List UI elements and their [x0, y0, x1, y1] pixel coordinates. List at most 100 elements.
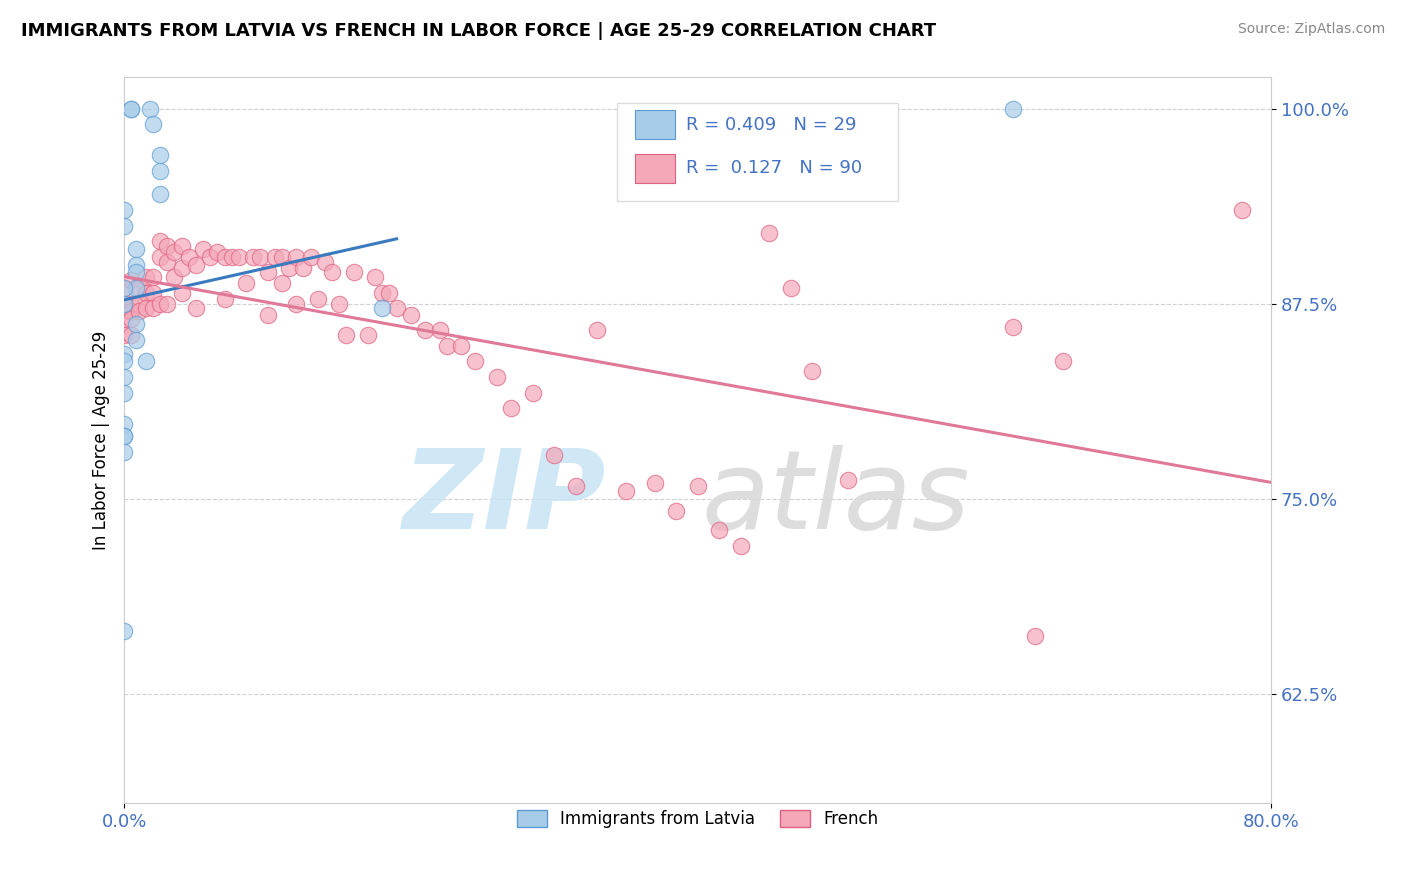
Point [149, 187, 172, 202]
Point [271, 250, 294, 264]
Point [125, 317, 148, 331]
Point [328, 296, 350, 310]
Point [128, 304, 150, 318]
Point [125, 265, 148, 279]
Point [1002, 102, 1025, 116]
Text: Source: ZipAtlas.com: Source: ZipAtlas.com [1237, 22, 1385, 37]
Point [436, 339, 458, 353]
Point [263, 250, 285, 264]
Point [299, 250, 322, 264]
Point [191, 242, 214, 256]
Point [228, 250, 250, 264]
Point [112, 281, 135, 295]
Point [112, 385, 135, 400]
Point [112, 354, 135, 368]
Point [125, 333, 148, 347]
Point [120, 327, 142, 342]
Point [135, 301, 157, 316]
Y-axis label: In Labor Force | Age 25-29: In Labor Force | Age 25-29 [93, 331, 110, 549]
Point [142, 270, 165, 285]
Point [120, 273, 142, 287]
Point [278, 260, 301, 275]
Point [149, 250, 172, 264]
Point [214, 250, 236, 264]
Point [271, 277, 294, 291]
Point [170, 239, 193, 253]
Point [112, 417, 135, 431]
Point [128, 281, 150, 295]
Point [112, 281, 135, 295]
Point [586, 323, 609, 337]
Point [125, 281, 148, 295]
Point [335, 327, 357, 342]
Point [686, 479, 709, 493]
FancyBboxPatch shape [617, 103, 898, 201]
Point [163, 245, 186, 260]
Point [200, 250, 222, 264]
Point [413, 323, 436, 337]
Point [501, 401, 523, 416]
Point [125, 242, 148, 256]
Point [371, 301, 394, 316]
Point [307, 292, 329, 306]
Point [364, 270, 387, 285]
Point [156, 254, 179, 268]
Point [120, 304, 142, 318]
Bar [634, 110, 675, 139]
Point [207, 245, 229, 260]
Point [120, 312, 142, 326]
Point [112, 219, 135, 233]
Point [125, 258, 148, 272]
Point [221, 250, 243, 264]
Point [522, 385, 544, 400]
Point [1052, 354, 1074, 368]
Point [758, 227, 780, 241]
Point [385, 301, 408, 316]
Point [779, 281, 801, 295]
Point [112, 429, 135, 443]
Point [242, 250, 264, 264]
Point [249, 250, 271, 264]
Point [801, 364, 824, 378]
Point [177, 250, 200, 264]
Point [378, 285, 401, 300]
Point [149, 234, 172, 248]
Point [170, 285, 193, 300]
Point [256, 265, 278, 279]
Point [156, 239, 179, 253]
Point [112, 346, 135, 360]
Point [644, 476, 666, 491]
Point [1024, 629, 1046, 643]
Point [464, 354, 486, 368]
Point [163, 270, 186, 285]
Point [292, 260, 315, 275]
Point [837, 473, 859, 487]
Point [170, 260, 193, 275]
Point [1002, 320, 1025, 334]
Point [112, 445, 135, 459]
Text: atlas: atlas [702, 445, 970, 552]
Point [256, 308, 278, 322]
Point [142, 301, 165, 316]
Text: IMMIGRANTS FROM LATVIA VS FRENCH IN LABOR FORCE | AGE 25-29 CORRELATION CHART: IMMIGRANTS FROM LATVIA VS FRENCH IN LABO… [21, 22, 936, 40]
Point [730, 539, 752, 553]
Point [112, 296, 135, 310]
Point [120, 296, 142, 310]
Point [120, 102, 142, 116]
Point [1232, 202, 1254, 217]
Point [665, 504, 688, 518]
Point [112, 624, 135, 639]
Text: R = 0.409   N = 29: R = 0.409 N = 29 [686, 116, 856, 134]
Point [112, 304, 135, 318]
Point [149, 148, 172, 162]
Point [156, 296, 179, 310]
Text: R =  0.127   N = 90: R = 0.127 N = 90 [686, 159, 862, 178]
Point [128, 296, 150, 310]
Point [342, 265, 364, 279]
Point [135, 270, 157, 285]
Point [135, 354, 157, 368]
Point [112, 429, 135, 443]
Point [149, 164, 172, 178]
Point [120, 102, 142, 116]
Point [357, 327, 380, 342]
